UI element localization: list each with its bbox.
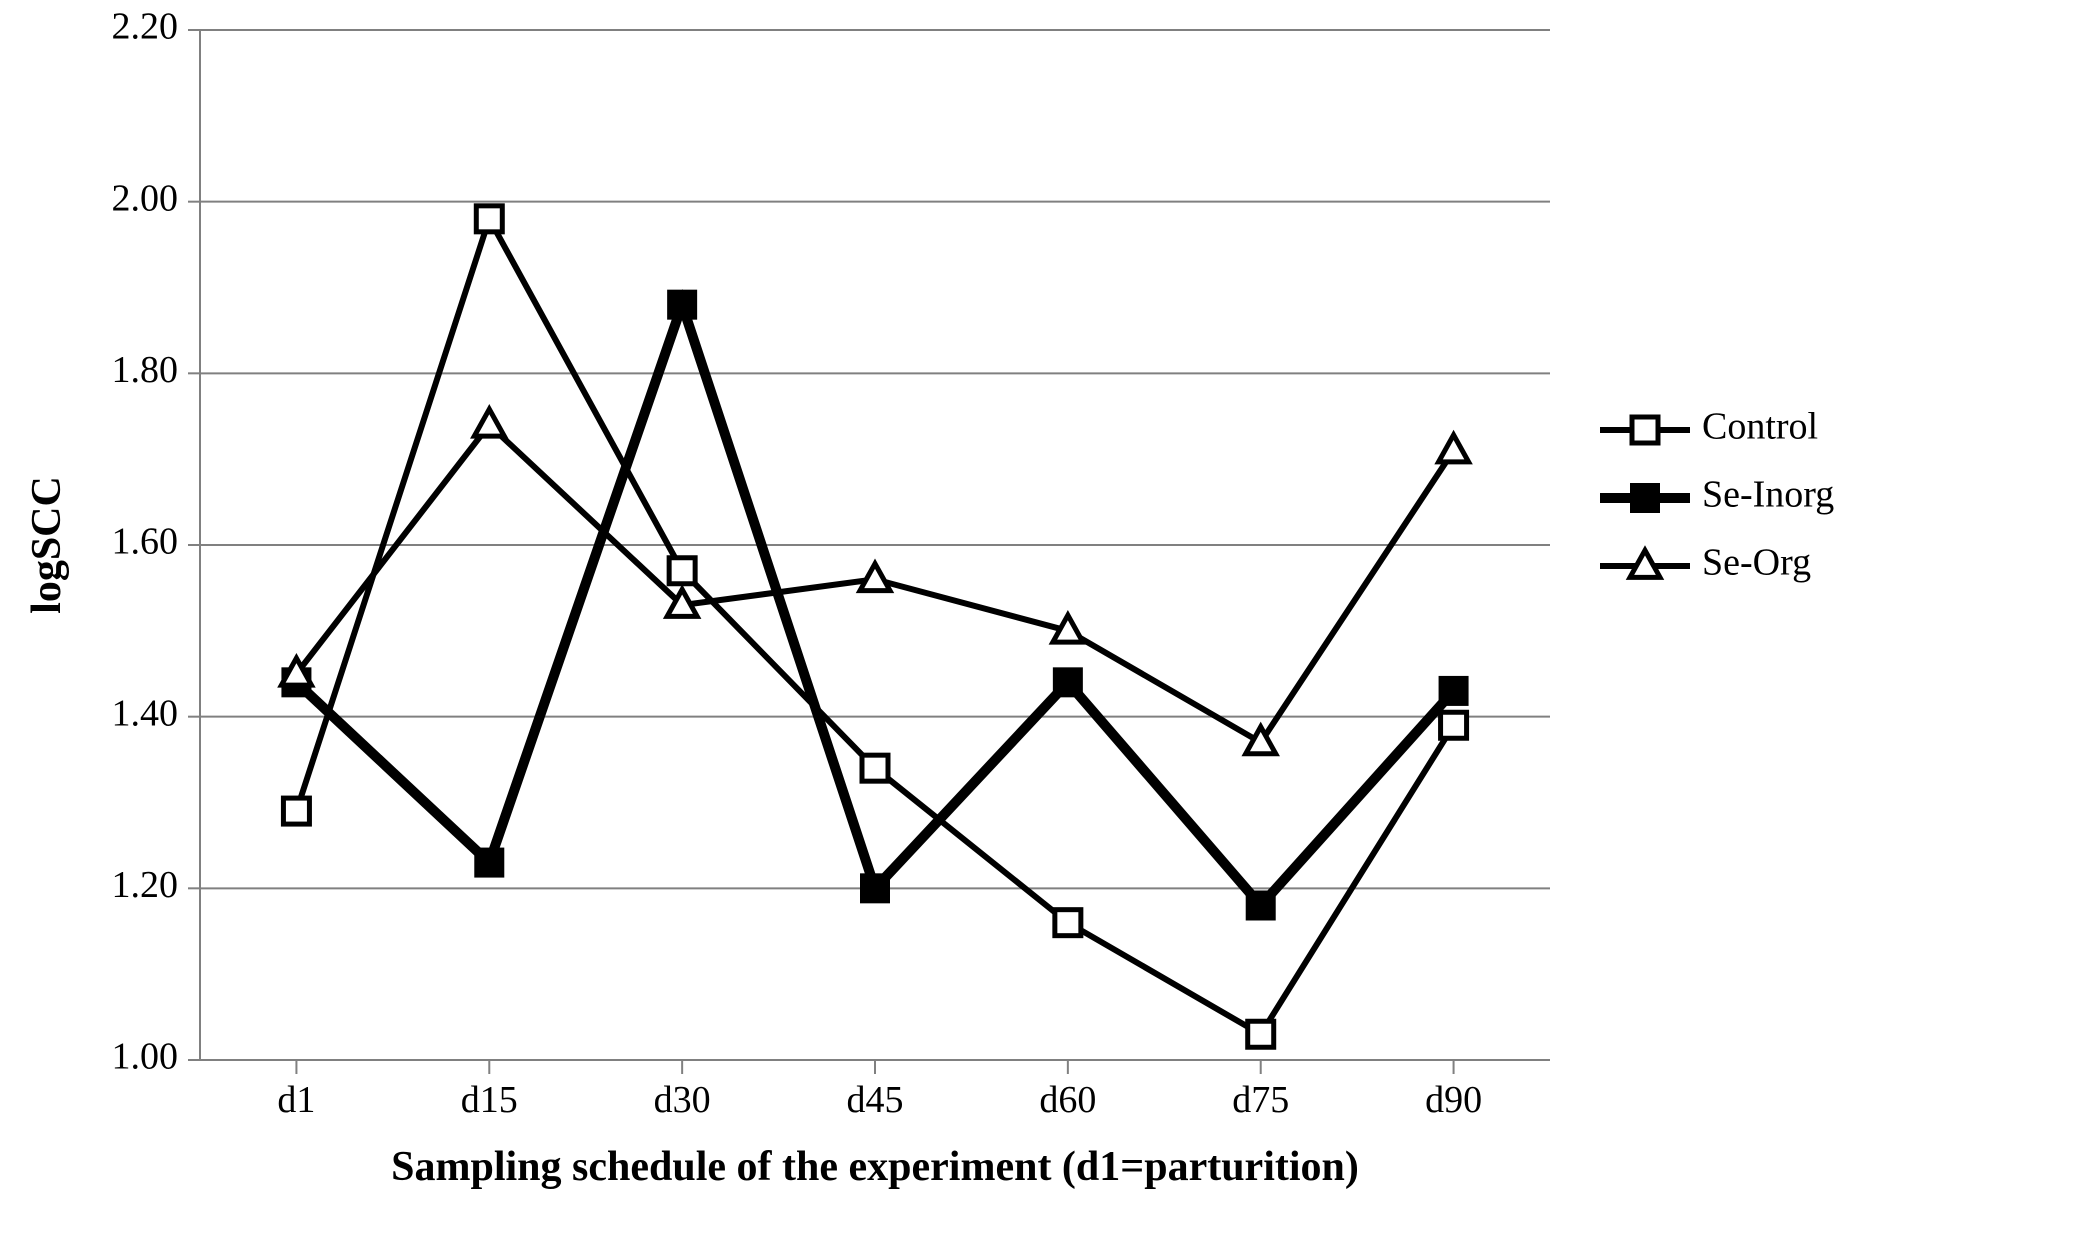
x-axis-label: Sampling schedule of the experiment (d1=…: [391, 1144, 1359, 1190]
y-tick-label: 1.40: [112, 692, 179, 734]
legend-label: Control: [1702, 406, 1818, 448]
y-tick-label: 1.80: [112, 349, 179, 391]
line-chart: 1.00 1.20 1.40 1.60 1.80 2.00 2.20 d1 d15 d30 d45 d…: [0, 0, 2075, 1248]
y-tick-label: 2.20: [112, 6, 179, 48]
x-tick-label: d45: [847, 1079, 904, 1121]
y-tick-label: 1.20: [112, 864, 179, 906]
chart-svg: 1.00 1.20 1.40 1.60 1.80 2.00 2.20 d1 d15 d30 d45 d…: [0, 0, 2075, 1248]
x-tick-label: d1: [277, 1079, 315, 1121]
x-tick-label: d15: [461, 1079, 518, 1121]
legend-label: Se-Inorg: [1702, 474, 1834, 516]
x-tick-label: d60: [1039, 1079, 1096, 1121]
x-tick-label: d30: [654, 1079, 711, 1121]
x-tick-label: d90: [1425, 1079, 1482, 1121]
y-tick-label: 2.00: [112, 177, 179, 219]
y-tick-label: 1.00: [112, 1036, 179, 1078]
x-tick-label: d75: [1232, 1079, 1289, 1121]
y-tick-label: 1.60: [112, 521, 179, 563]
legend-label: Se-Org: [1702, 542, 1811, 584]
y-axis-label: logSCC: [24, 476, 70, 614]
